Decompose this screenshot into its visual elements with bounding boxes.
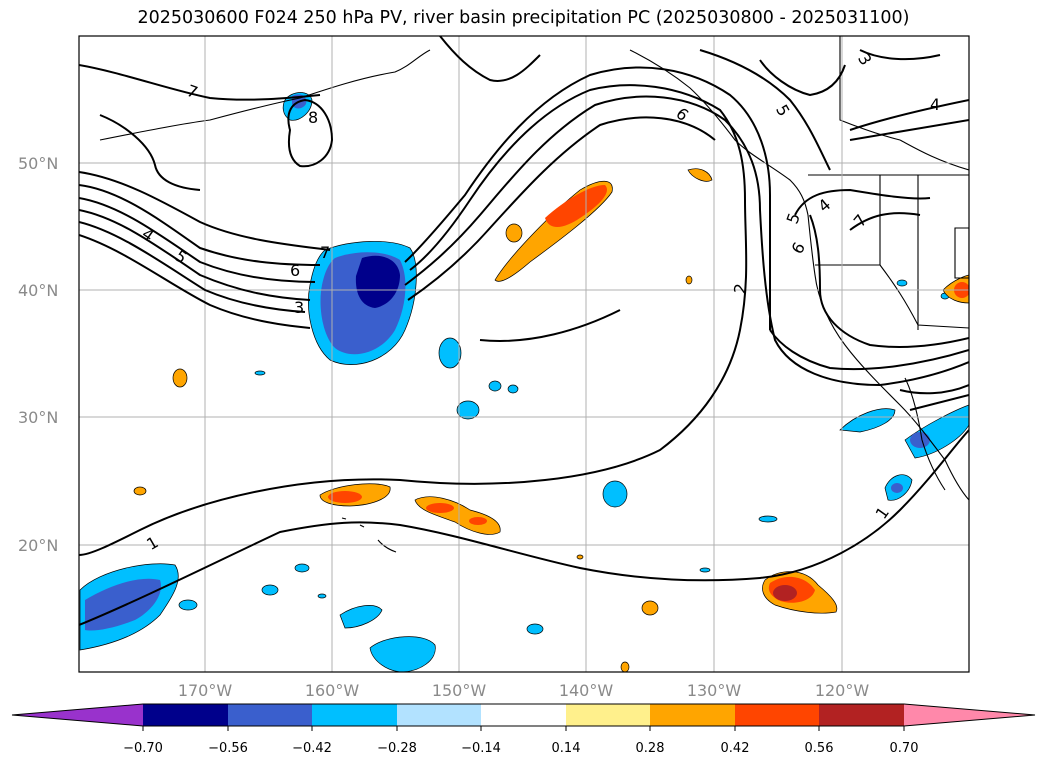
colorbar-segment — [312, 704, 397, 726]
pv-contours — [79, 36, 969, 626]
lat-label: 20°N — [18, 536, 58, 555]
contour-label: 3 — [294, 298, 304, 317]
colorbar-tick-label: 0.42 — [721, 741, 750, 756]
colorbar-segment — [397, 704, 481, 726]
map-frame — [78, 35, 970, 673]
colorbar-segment — [228, 704, 312, 726]
precip-positive-areas — [133, 168, 969, 672]
colorbar-tick-label: −0.70 — [123, 741, 163, 756]
lon-label: 130°W — [687, 681, 742, 700]
lon-label: 160°W — [305, 681, 360, 700]
lon-label: 120°W — [815, 681, 870, 700]
colorbar-tick-label: −0.56 — [208, 741, 248, 756]
contour-label: 8 — [308, 108, 318, 127]
latitude-labels: 50°N 40°N 30°N 20°N — [18, 154, 58, 555]
colorbar-tick-label: 0.70 — [890, 741, 919, 756]
longitude-labels: 170°W 160°W 150°W 140°W 130°W 120°W — [178, 681, 870, 700]
figure-title: 2025030600 F024 250 hPa PV, river basin … — [137, 8, 910, 28]
lon-label: 150°W — [432, 681, 487, 700]
lat-label: 30°N — [18, 408, 58, 427]
colorbar-extend-left — [12, 704, 143, 726]
colorbar-tick-label: −0.42 — [292, 741, 332, 756]
colorbar-tick-label: 0.56 — [805, 741, 834, 756]
colorbar-segment — [143, 704, 228, 726]
colorbar-tick-label: −0.28 — [377, 741, 417, 756]
colorbar-ticks — [142, 726, 905, 731]
graticule — [79, 36, 969, 672]
lon-label: 140°W — [559, 681, 614, 700]
lat-label: 50°N — [18, 154, 58, 173]
colorbar-segment — [481, 704, 566, 726]
contour-label: 6 — [290, 261, 300, 280]
colorbar-segment — [566, 704, 650, 726]
colorbar-segment — [650, 704, 735, 726]
colorbar-tick-label: 0.28 — [636, 741, 665, 756]
colorbar-tick-label: 0.14 — [552, 741, 581, 756]
colorbar-segment — [819, 704, 904, 726]
colorbar: −0.70 −0.56 −0.42 −0.28 −0.14 0.14 0.28 … — [11, 703, 1036, 756]
coastlines — [99, 36, 969, 553]
precip-negative-areas — [79, 92, 969, 672]
contour-label: 2 — [730, 282, 750, 295]
colorbar-segment — [735, 704, 819, 726]
lon-label: 170°W — [178, 681, 233, 700]
colorbar-extend-right — [904, 704, 1035, 726]
map-plot-area: 7 8 7 6 5 4 3 6 5 4 3 2 6 5 4 7 1 1 — [79, 36, 969, 672]
contour-label: 4 — [930, 95, 940, 114]
colorbar-tick-label: −0.14 — [461, 741, 501, 756]
contour-label: 7 — [320, 243, 330, 262]
lat-label: 40°N — [18, 281, 58, 300]
